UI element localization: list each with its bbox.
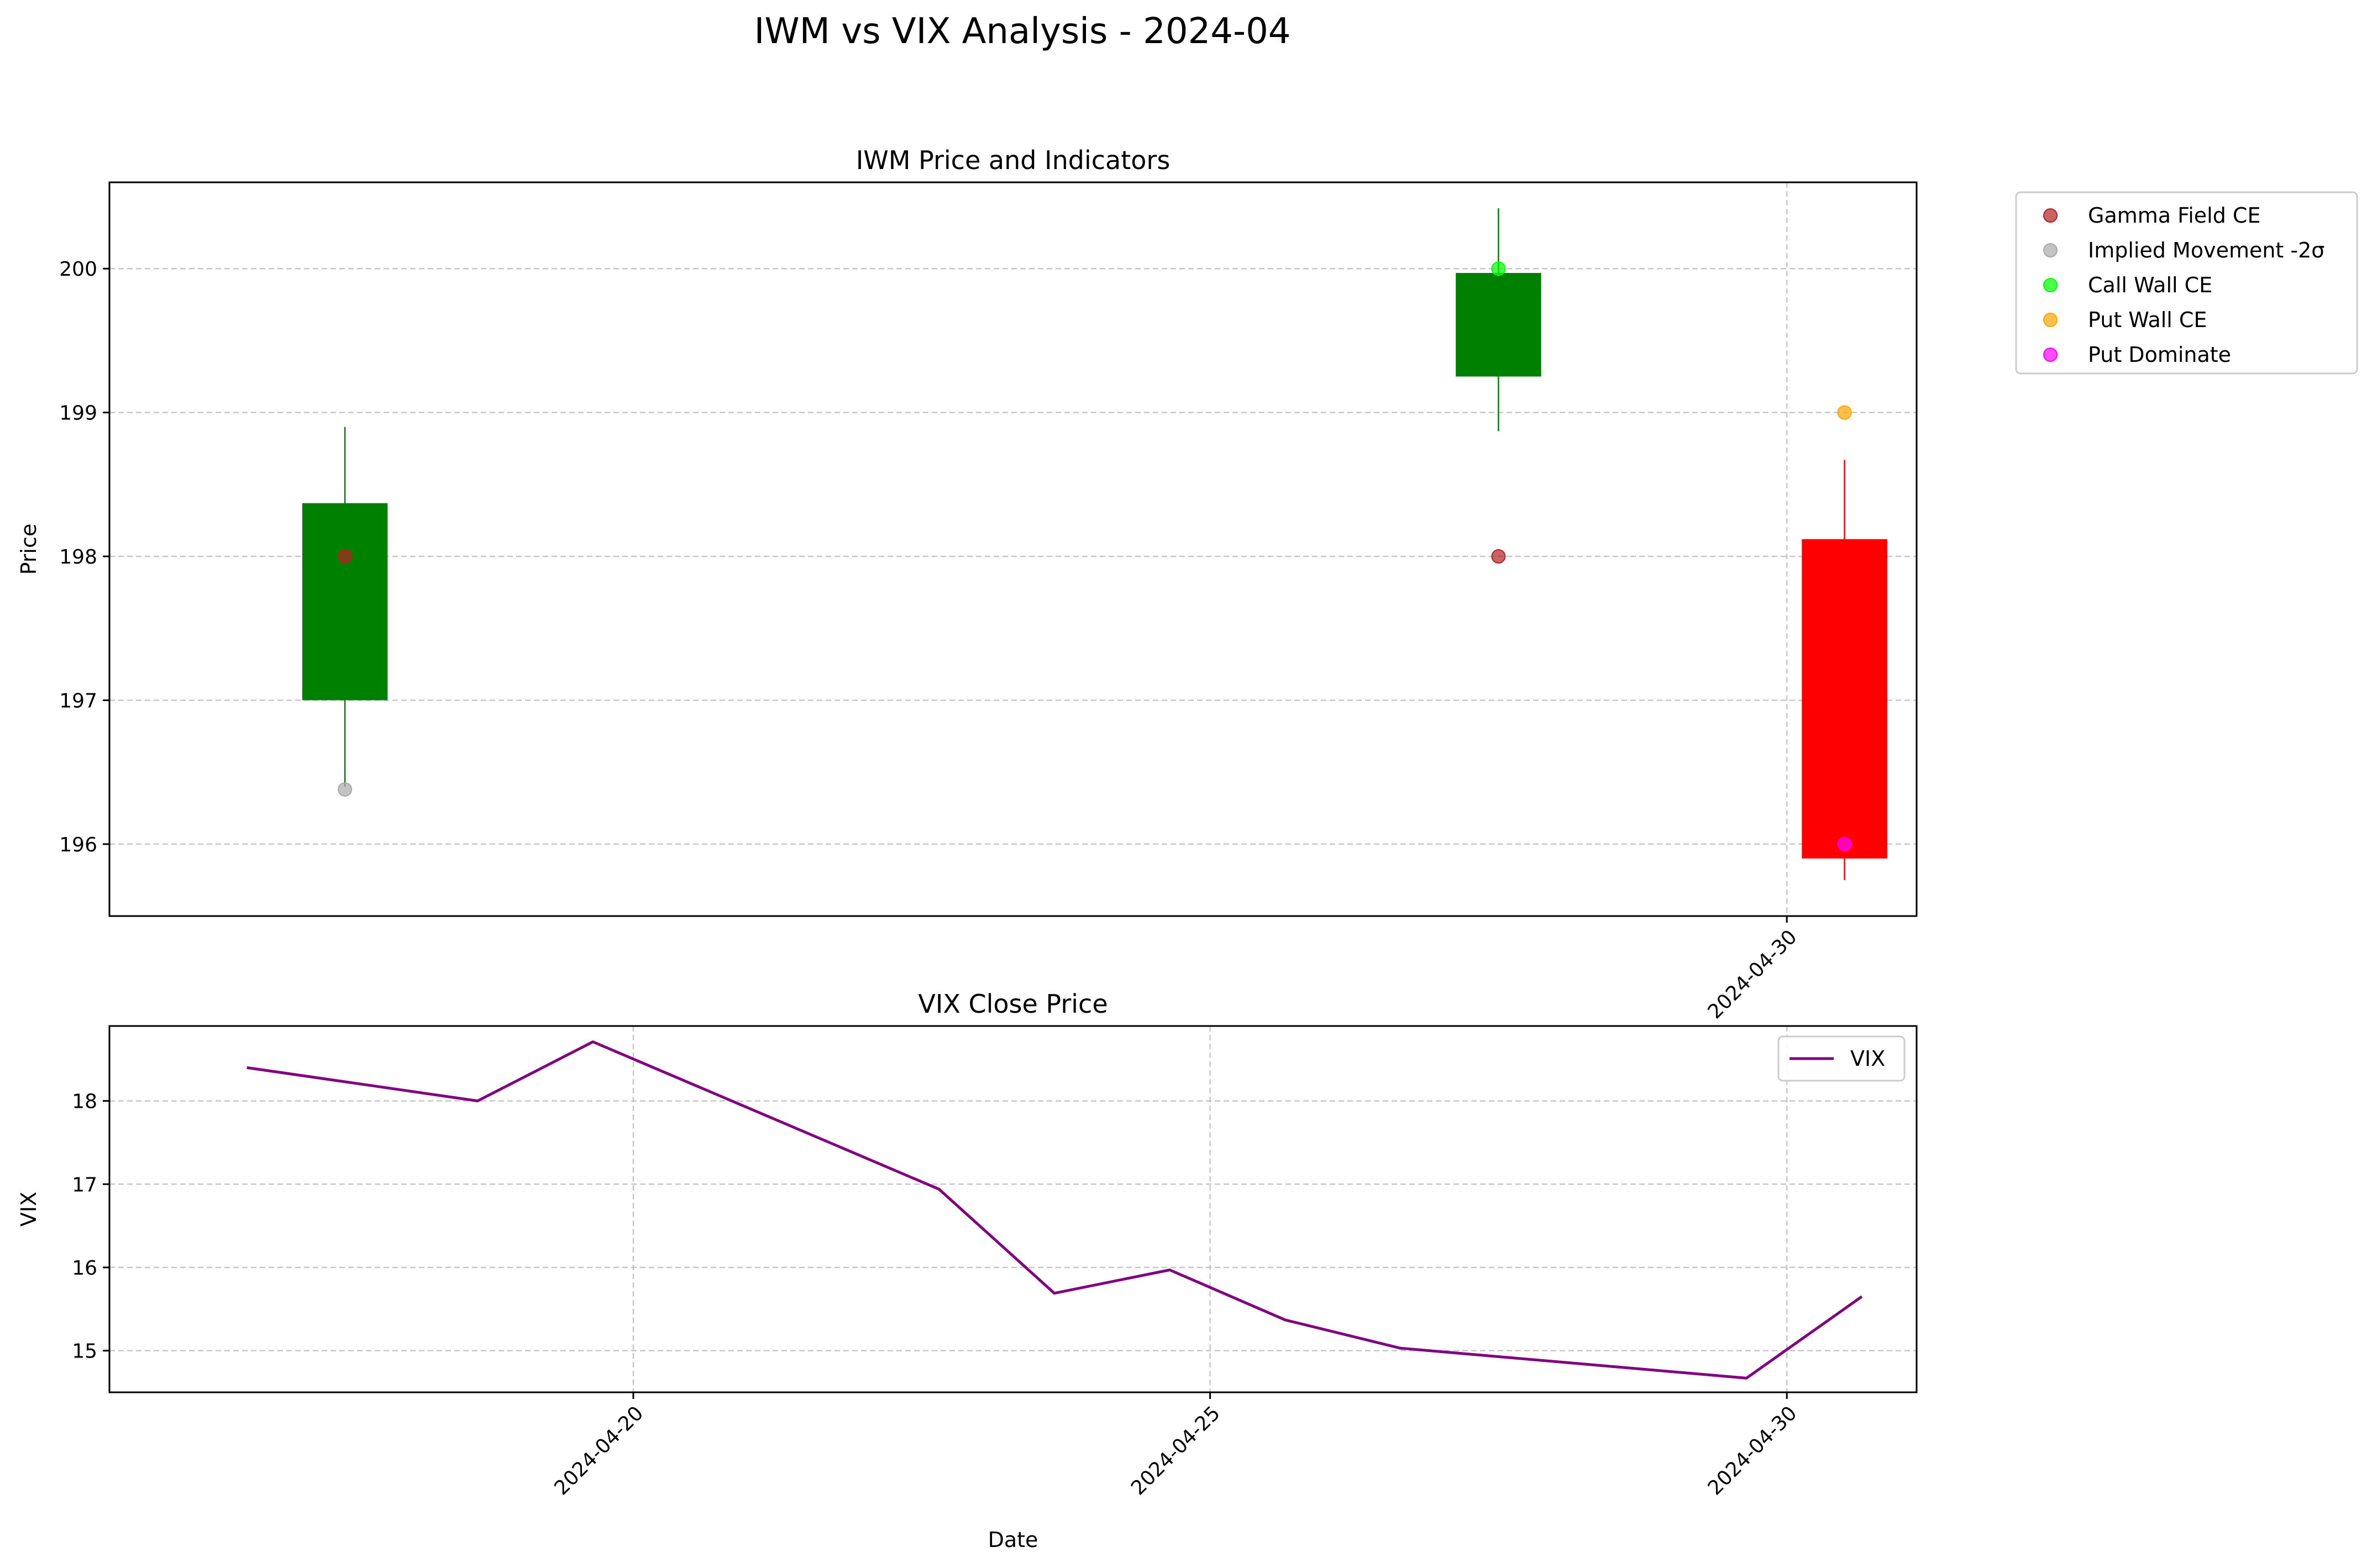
vix-ticks: 15 16 17 18 2024-04-20 2024-04-25 2024-04-30 — [72, 1091, 1801, 1500]
iwm-price-panel: IWM Price and Indicators Price 196 197 198… — [17, 145, 1918, 1023]
iwm-y-axis-label: Price — [17, 524, 41, 575]
legend-entry: Put Wall CE — [2088, 308, 2207, 332]
iwm-panel-title: IWM Price and Indicators — [856, 145, 1171, 175]
y-tick-label: 199 — [59, 402, 97, 425]
legend-frame — [2015, 191, 2358, 375]
y-tick-label: 197 — [59, 690, 97, 712]
vix-line — [246, 1040, 1863, 1380]
legend-entry: Put Dominate — [2088, 343, 2231, 367]
candle-body — [302, 503, 388, 701]
iwm-legend: Gamma Field CE Implied Movement -2σ Call W… — [2015, 191, 2358, 375]
legend-marker — [2043, 313, 2058, 327]
iwm-axes-frame — [108, 181, 1918, 917]
x-tick-label: 2024-04-20 — [550, 1402, 648, 1499]
indicator-point — [338, 549, 353, 564]
x-tick-label: 2024-04-30 — [1704, 1402, 1802, 1499]
vix-marks — [246, 1040, 1863, 1380]
candle-body — [1802, 539, 1887, 859]
indicator-point — [1837, 405, 1852, 420]
indicator-point — [1491, 261, 1506, 276]
vix-axes-frame — [108, 1025, 1918, 1393]
vix-y-axis-label: VIX — [17, 1192, 41, 1227]
iwm-marks — [302, 208, 1887, 880]
y-tick-label: 196 — [59, 834, 97, 856]
vix-grid — [109, 1026, 1917, 1392]
vix-legend-frame — [1777, 1035, 1906, 1082]
vix-panel: VIX Close Price VIX Date 15 16 17 18 2024-04… — [17, 989, 1918, 1552]
indicator-point — [338, 782, 353, 797]
legend-marker — [2043, 208, 2058, 223]
vix-legend: VIX — [1777, 1035, 1906, 1082]
legend-marker — [2043, 243, 2058, 257]
x-tick-label: 2024-04-30 — [1704, 925, 1802, 1023]
vix-legend-entry: VIX — [1850, 1046, 1885, 1071]
y-tick-label: 15 — [72, 1340, 97, 1363]
candle-body — [1456, 273, 1541, 377]
y-tick-label: 18 — [72, 1091, 97, 1113]
y-tick-label: 198 — [59, 546, 97, 569]
legend-marker — [2043, 348, 2058, 362]
y-tick-label: 17 — [72, 1174, 97, 1196]
vix-x-axis-label: Date — [988, 1528, 1038, 1552]
y-tick-label: 200 — [59, 258, 97, 281]
legend-marker — [2043, 278, 2058, 292]
vix-panel-title: VIX Close Price — [918, 989, 1108, 1019]
legend-entry: Call Wall CE — [2088, 273, 2212, 297]
figure-title: IWM vs VIX Analysis - 2024-04 — [754, 11, 1291, 52]
x-tick-label: 2024-04-25 — [1127, 1402, 1225, 1499]
legend-entry: Implied Movement -2σ — [2088, 238, 2324, 262]
iwm-grid — [109, 182, 1917, 916]
y-tick-label: 16 — [72, 1257, 97, 1280]
indicator-point — [1837, 836, 1852, 851]
indicator-point — [1491, 549, 1506, 564]
legend-entry: Gamma Field CE — [2088, 203, 2260, 228]
